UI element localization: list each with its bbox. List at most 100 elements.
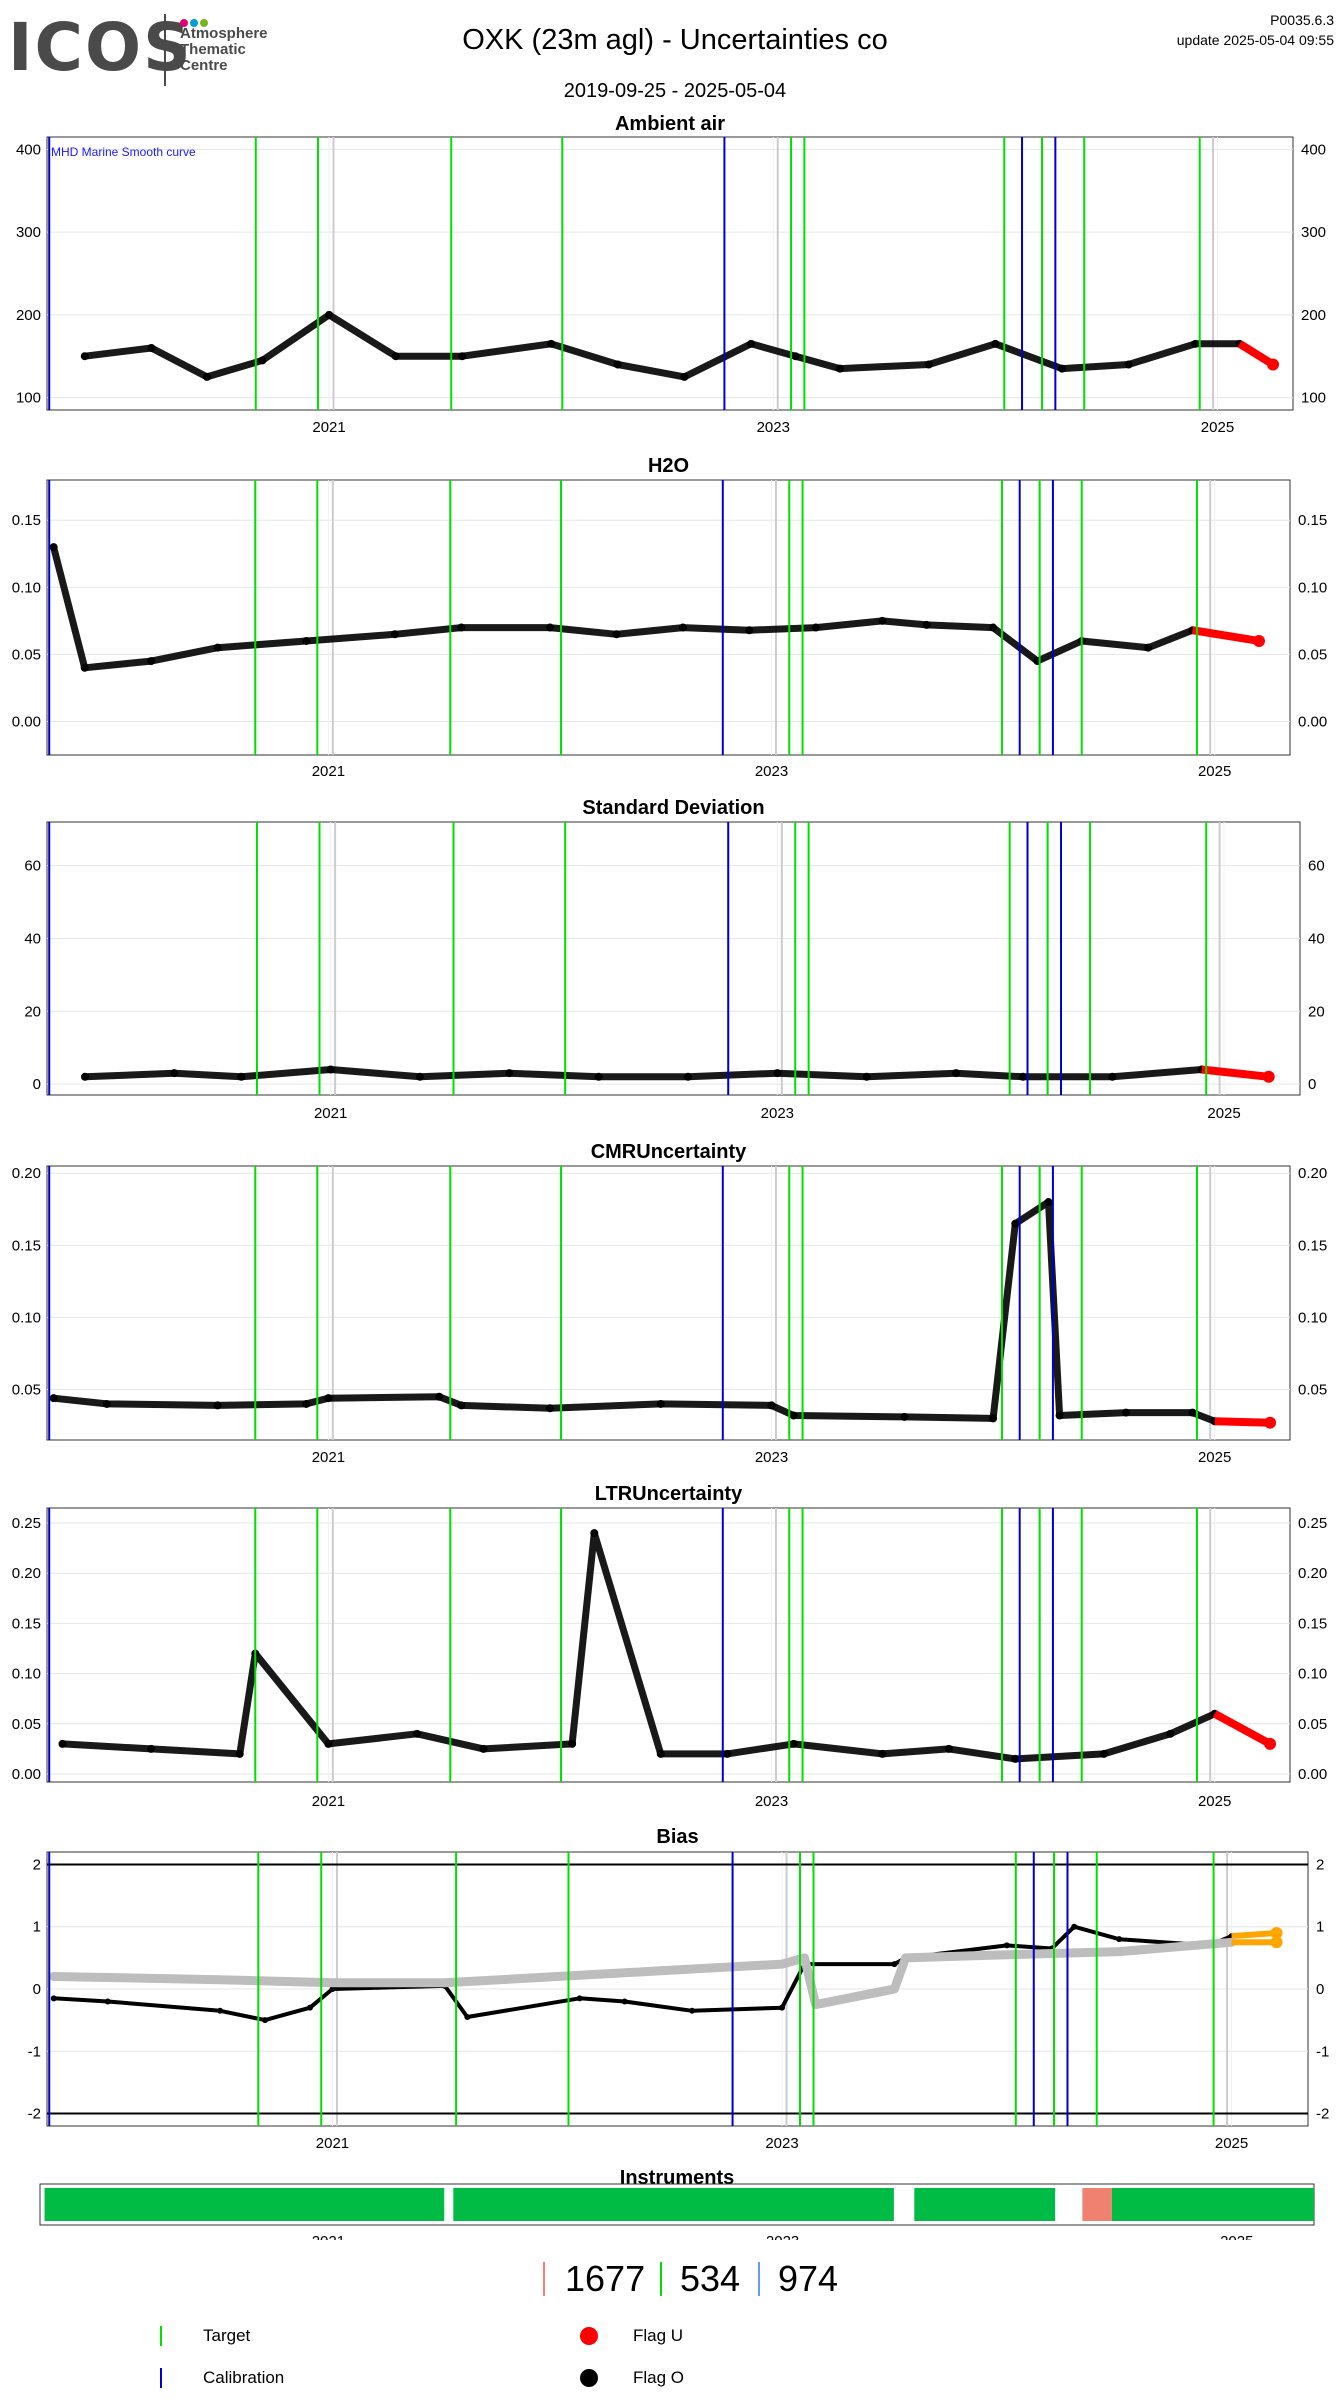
y-tick-label: 400	[16, 141, 41, 158]
data-point	[900, 1412, 909, 1421]
data-point	[747, 339, 756, 348]
data-point	[1055, 1411, 1064, 1420]
data-point	[457, 1401, 466, 1410]
legend-flag-u: Flag U	[633, 2326, 684, 2345]
data-point	[50, 1995, 57, 2002]
data-point	[80, 352, 89, 361]
x-tick-label: 2021	[316, 2135, 349, 2152]
x-tick-label: 2021	[312, 1793, 345, 1810]
data-point	[170, 1069, 179, 1078]
y-tick-label-right: -2	[1316, 2106, 1329, 2123]
data-point	[302, 1399, 311, 1408]
data-point	[329, 1986, 336, 1992]
data-point	[568, 1739, 577, 1748]
flag-u-point	[1264, 1416, 1277, 1429]
data-point	[213, 643, 222, 652]
data-series	[49, 1937, 1237, 2010]
data-point	[217, 2007, 224, 2014]
legend-target: Target	[203, 2326, 251, 2345]
data-point	[944, 1744, 953, 1753]
count-marker	[543, 2262, 545, 2296]
y-tick-label: 0.15	[12, 1615, 41, 1632]
data-point	[80, 663, 89, 672]
logo-dot-icon	[200, 19, 208, 27]
data-point	[1099, 1749, 1108, 1758]
count-marker	[660, 2262, 662, 2296]
data-point	[666, 1967, 673, 1974]
y-tick-label-right: 0.15	[1298, 512, 1327, 529]
y-tick-label: 0.05	[12, 1716, 41, 1733]
data-point	[952, 1069, 961, 1078]
data-point	[902, 1954, 909, 1961]
instrument-segment	[1082, 2188, 1112, 2221]
y-tick-label: 0.10	[12, 1309, 41, 1326]
data-point	[1108, 1072, 1117, 1081]
x-tick-label: 2023	[755, 1793, 788, 1810]
data-point	[326, 1065, 335, 1074]
y-tick-label: 0.15	[12, 1237, 41, 1254]
y-tick-label: 0	[33, 1076, 41, 1093]
x-tick-label: 2025	[1198, 763, 1231, 780]
y-tick-label: 20	[24, 1003, 41, 1020]
panel-title: Ambient air	[615, 113, 725, 135]
data-point	[576, 1995, 583, 2002]
data-point	[554, 1973, 561, 1980]
y-tick-label-right: 0.10	[1298, 1309, 1327, 1326]
y-tick-label: 100	[16, 390, 41, 407]
data-point	[684, 1072, 693, 1081]
data-point	[989, 1414, 998, 1423]
x-tick-label: 2021	[314, 1105, 347, 1122]
logo-dot-icon	[190, 19, 198, 27]
y-tick-label-right: 0.00	[1298, 713, 1327, 730]
y-tick-label-right: 0.15	[1298, 1615, 1327, 1632]
data-series	[59, 1529, 1219, 1763]
data-point	[590, 1529, 599, 1538]
data-point	[49, 543, 58, 552]
logo-word: ICOS	[8, 9, 193, 86]
data-point	[413, 1729, 422, 1738]
x-tick-label: 2025	[1201, 419, 1234, 436]
data-point	[922, 620, 931, 629]
chart-panel-2: Standard Deviation 0 0 20 20 40 40 60 60 2021 2023…	[24, 797, 1324, 1122]
legend: Target Calibration Flag U Flag O	[0, 2230, 1340, 2400]
calibration-line-icon	[160, 2368, 162, 2388]
x-tick-label: 2021	[312, 1449, 345, 1466]
data-point	[789, 1739, 798, 1748]
data-point	[147, 343, 156, 352]
flag-u-segment	[1214, 1417, 1271, 1427]
data-point	[435, 1392, 444, 1401]
y-tick-label-right: 0	[1316, 1981, 1324, 1998]
y-tick-label-right: 100	[1301, 390, 1326, 407]
data-point	[104, 1998, 111, 2005]
y-tick-label: -2	[28, 2106, 41, 2123]
flag-u-segment	[1201, 1065, 1270, 1081]
data-point	[656, 1749, 665, 1758]
data-point	[789, 1411, 798, 1420]
data-point	[779, 2004, 786, 2011]
flag-u-segment	[1237, 340, 1276, 368]
chart-panel-3: CMRUncertainty 0.05 0.05 0.10 0.10 0.15 0.15 0.…	[12, 1141, 1327, 1466]
x-tick-label: 2023	[755, 763, 788, 780]
data-point	[767, 1401, 776, 1410]
x-tick-label: 2025	[1220, 2233, 1253, 2240]
panel-annotation: MHD Marine Smooth curve	[51, 145, 196, 159]
logo-divider	[164, 14, 166, 86]
instruments-panel: Instruments202120232025	[39, 2167, 1315, 2240]
data-point	[458, 352, 467, 361]
y-tick-label-right: 0	[1308, 1076, 1316, 1093]
data-point	[878, 616, 887, 625]
instrument-segment	[44, 2188, 445, 2221]
y-tick-label: 0.10	[12, 1666, 41, 1683]
y-tick-label-right: -1	[1316, 2043, 1329, 2060]
data-point	[656, 1399, 665, 1408]
data-point	[678, 623, 687, 632]
data-point	[878, 1749, 887, 1758]
y-tick-label-right: 0.00	[1298, 1766, 1327, 1783]
data-point	[441, 1979, 448, 1986]
data-point	[1144, 643, 1153, 652]
y-tick-label: 60	[24, 858, 41, 875]
data-point	[390, 630, 399, 639]
update-timestamp: update 2025-05-04 09:55	[1176, 32, 1334, 48]
plot-area	[46, 821, 1301, 1096]
